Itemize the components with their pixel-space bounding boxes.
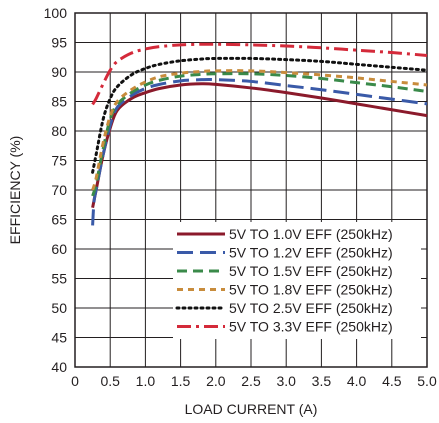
- x-tick-label: 4.5: [382, 373, 402, 389]
- y-tick-label: 60: [51, 241, 67, 257]
- legend-label-1: 5V TO 1.2V EFF (250kHz): [229, 245, 393, 261]
- y-tick-label: 40: [51, 359, 67, 375]
- legend-label-2: 5V TO 1.5V EFF (250kHz): [229, 263, 393, 279]
- x-axis-label: LOAD CURRENT (A): [185, 401, 318, 417]
- series-lines: [91, 42, 429, 226]
- y-tick-labels: 40 45 50 55 60 65 70 75 80 85 90 95 100: [44, 5, 68, 375]
- series-line-4: [91, 56, 429, 174]
- y-tick-label: 90: [51, 64, 67, 80]
- x-tick-label: 0.5: [100, 373, 120, 389]
- y-tick-label: 100: [44, 5, 68, 21]
- y-tick-label: 70: [51, 182, 67, 198]
- x-tick-label: 1.0: [136, 373, 156, 389]
- y-axis-label: EFFICIENCY (%): [7, 136, 23, 245]
- y-tick-label: 65: [51, 212, 67, 228]
- y-tick-label: 45: [51, 330, 67, 346]
- legend-label-4: 5V TO 2.5V EFF (250kHz): [229, 300, 393, 316]
- y-tick-label: 95: [51, 35, 67, 51]
- y-tick-label: 80: [51, 123, 67, 139]
- x-tick-label: 3.5: [312, 373, 332, 389]
- x-tick-label: 4.0: [347, 373, 367, 389]
- x-tick-label: 0: [71, 373, 79, 389]
- legend-label-3: 5V TO 1.8V EFF (250kHz): [229, 282, 393, 298]
- y-tick-label: 75: [51, 153, 67, 169]
- series-line-0: [91, 82, 428, 208]
- legend-label-5: 5V TO 3.3V EFF (250kHz): [229, 319, 393, 335]
- series-line-2: [91, 72, 428, 197]
- plot-frame: [74, 12, 428, 368]
- legend-label-0: 5V TO 1.0V EFF (250kHz): [229, 226, 393, 242]
- series-line-5: [91, 42, 428, 106]
- series-line-1: [91, 77, 428, 226]
- x-tick-label: 1.5: [171, 373, 191, 389]
- x-tick-label: 3.0: [276, 373, 296, 389]
- x-tick-label: 5.0: [417, 373, 437, 389]
- y-tick-label: 85: [51, 94, 67, 110]
- x-tick-label: 2.0: [206, 373, 226, 389]
- y-tick-label: 50: [51, 300, 67, 316]
- x-tick-label: 2.5: [241, 373, 261, 389]
- legend: 5V TO 1.0V EFF (250kHz) 5V TO 1.2V EFF (2…: [173, 222, 421, 339]
- legend-background: [173, 222, 421, 339]
- y-tick-label: 55: [51, 271, 67, 287]
- series-line-3: [91, 69, 428, 191]
- x-tick-labels: 0 0.5 1.0 1.5 2.0 2.5 3.0 3.5 4.0 4.5 5.0: [71, 373, 437, 389]
